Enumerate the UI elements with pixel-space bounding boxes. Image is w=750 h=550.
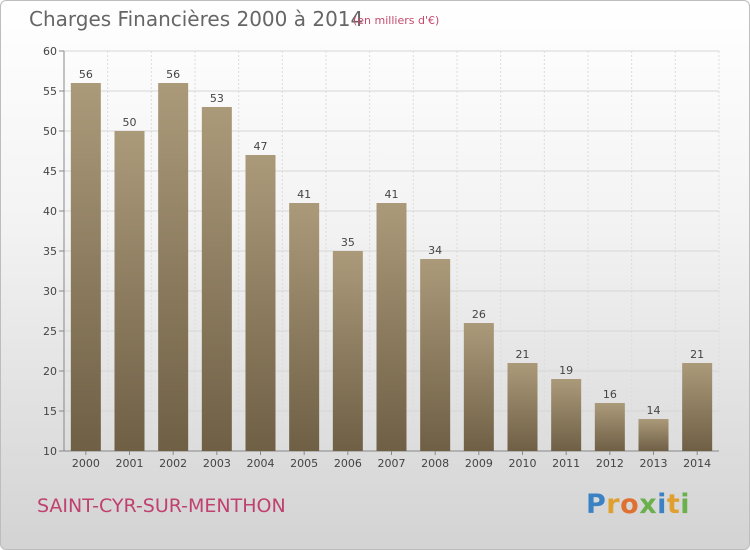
x-tick-label-2001: 2001 [116,457,144,470]
x-tick-label-2007: 2007 [378,457,406,470]
bar-2000 [70,83,101,451]
x-tick-label-2014: 2014 [683,457,711,470]
bar-2009 [463,323,494,451]
x-tick-label-2003: 2003 [203,457,231,470]
bar-2013 [638,419,669,451]
brand-logo-letter: P [586,489,607,520]
y-tick-label: 20 [43,365,57,378]
value-label-2004: 47 [254,140,268,153]
value-label-2013: 14 [647,404,661,417]
x-tick-label-2010: 2010 [509,457,537,470]
value-label-2005: 41 [297,188,311,201]
y-tick-label: 55 [43,85,57,98]
x-tick-label-2005: 2005 [290,457,318,470]
bar-2008 [420,259,451,451]
y-tick-label: 40 [43,205,57,218]
value-label-2003: 53 [210,92,224,105]
chart-subtitle: (en milliers d'€) [353,14,440,27]
brand-logo-letter: t [666,489,681,520]
y-tick-label: 15 [43,405,57,418]
x-tick-label-2004: 2004 [247,457,275,470]
x-tick-label-2012: 2012 [596,457,624,470]
value-label-2009: 26 [472,308,486,321]
y-tick-label: 45 [43,165,57,178]
bar-2011 [551,379,582,451]
brand-logo[interactable]: Proxiti [586,489,690,520]
value-label-2001: 50 [123,116,137,129]
bar-2004 [245,155,276,451]
bar-2014 [682,363,713,451]
value-label-2012: 16 [603,388,617,401]
brand-logo-letter: x [639,489,658,520]
chart-title: Charges Financières 2000 à 2014 [29,7,364,31]
x-tick-label-2013: 2013 [640,457,668,470]
value-label-2000: 56 [79,68,93,81]
x-tick-label-2002: 2002 [159,457,187,470]
x-tick-label-2006: 2006 [334,457,362,470]
brand-logo-letter: i [680,489,691,520]
y-tick-label: 30 [43,285,57,298]
bar-2006 [332,251,363,451]
bar-2005 [289,203,320,451]
labels: 10 15 20 25 30 35 40 45 50 55 60 56 2000 50 2001 56 2002… [43,45,711,470]
x-tick-label-2000: 2000 [72,457,100,470]
x-tick-label-2011: 2011 [552,457,580,470]
brand-logo-letter: o [620,489,640,520]
bars [70,83,713,451]
y-tick-label: 10 [43,445,57,458]
value-label-2014: 21 [690,348,704,361]
bar-2012 [594,403,625,451]
y-tick-label: 60 [43,45,57,58]
x-tick-label-2009: 2009 [465,457,493,470]
brand-logo-letter: r [606,489,621,520]
y-tick-label: 25 [43,325,57,338]
brand-logo-letter: i [657,489,667,520]
value-label-2006: 35 [341,236,355,249]
commune-name: SAINT-CYR-SUR-MENTHON [37,495,286,517]
bar-2003 [201,107,232,451]
bar-2010 [507,363,538,451]
value-label-2007: 41 [385,188,399,201]
y-tick-label: 50 [43,125,57,138]
y-tick-label: 35 [43,245,57,258]
value-label-2011: 19 [559,364,573,377]
value-label-2010: 21 [516,348,530,361]
bar-2002 [158,83,189,451]
x-tick-label-2008: 2008 [421,457,449,470]
value-label-2008: 34 [428,244,442,257]
bar-2007 [376,203,407,451]
bar-2001 [114,131,145,451]
value-label-2002: 56 [166,68,180,81]
